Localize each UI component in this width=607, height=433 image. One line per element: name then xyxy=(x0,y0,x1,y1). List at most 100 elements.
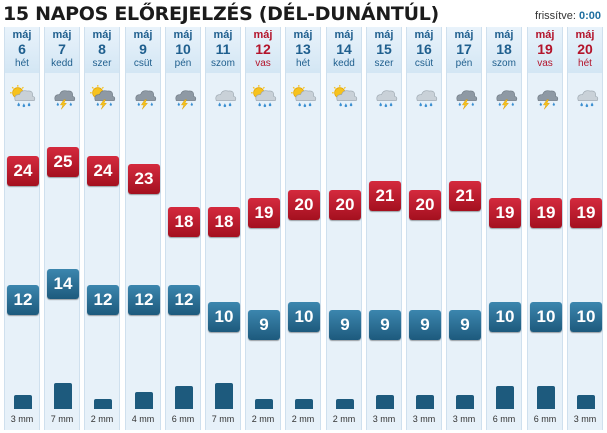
day-day-label: 6 xyxy=(18,41,26,57)
min-temp-badge: 10 xyxy=(570,302,602,332)
day-day-label: 10 xyxy=(175,41,191,57)
rain-amount-label: 3 mm xyxy=(372,414,396,424)
rain-amount-label: 3 mm xyxy=(10,414,34,424)
min-temp-badge: 12 xyxy=(87,285,119,315)
day-column[interactable]: máj 6 hét 24 12 3 mm xyxy=(4,27,40,430)
day-column[interactable]: máj 13 hét 20 10 2 mm xyxy=(285,27,321,430)
sun-cloud-rain-icon xyxy=(8,85,38,111)
max-temp-badge: 19 xyxy=(248,198,280,228)
thunderstorm-icon xyxy=(531,85,561,111)
rain-bar xyxy=(94,399,112,409)
min-temp-badge: 10 xyxy=(288,302,320,332)
max-temp-badge: 18 xyxy=(168,207,200,237)
day-column[interactable]: máj 18 szom 19 10 6 mm xyxy=(486,27,522,430)
day-day-label: 18 xyxy=(496,41,512,57)
page-title: 15 NAPOS ELŐREJELZÉS (DÉL-DUNÁNTÚL) xyxy=(3,3,439,25)
max-temp-badge: 21 xyxy=(369,181,401,211)
min-temp-badge: 9 xyxy=(329,310,361,340)
day-month-label: máj xyxy=(575,29,595,41)
day-column[interactable]: máj 12 vas 19 9 2 mm xyxy=(245,27,281,430)
sun-cloud-rain-icon xyxy=(249,85,279,111)
day-column[interactable]: máj 15 szer 21 9 3 mm xyxy=(366,27,402,430)
thunderstorm-icon xyxy=(129,85,159,111)
rain-bar xyxy=(376,395,394,409)
day-column[interactable]: máj 16 csüt 20 9 3 mm xyxy=(406,27,442,430)
day-month-label: máj xyxy=(494,29,514,41)
rain-bar xyxy=(537,386,555,409)
day-weekday-label: szom xyxy=(492,58,516,69)
day-weekday-label: kedd xyxy=(333,58,355,69)
day-month-label: máj xyxy=(213,29,233,41)
day-column[interactable]: máj 19 vas 19 10 6 mm xyxy=(527,27,563,430)
day-day-label: 15 xyxy=(376,41,392,57)
day-header: máj 19 vas xyxy=(528,27,562,73)
forecast-grid: máj 6 hét 24 12 3 mm máj 7 kedd 25 14 7 mm máj 8 szer 2… xyxy=(4,27,604,430)
day-weekday-label: hét xyxy=(296,58,310,69)
rain-bar xyxy=(14,395,32,409)
day-weekday-label: szer xyxy=(374,58,394,69)
cloud-rain-icon xyxy=(410,85,440,111)
day-column[interactable]: máj 10 pén 18 12 6 mm xyxy=(165,27,201,430)
day-weekday-label: szer xyxy=(92,58,112,69)
day-column[interactable]: máj 20 hét 19 10 3 mm xyxy=(567,27,603,430)
day-header: máj 10 pén xyxy=(166,27,200,73)
day-header: máj 8 szer xyxy=(85,27,119,73)
rain-amount-label: 2 mm xyxy=(332,414,356,424)
day-column[interactable]: máj 17 pén 21 9 3 mm xyxy=(446,27,482,430)
rain-amount-label: 6 mm xyxy=(533,414,557,424)
day-month-label: máj xyxy=(454,29,474,41)
sun-cloud-rain-icon xyxy=(330,85,360,111)
day-column[interactable]: máj 14 kedd 20 9 2 mm xyxy=(326,27,362,430)
day-month-label: máj xyxy=(92,29,112,41)
rain-bar xyxy=(135,392,153,409)
day-column[interactable]: máj 8 szer 24 12 2 mm xyxy=(84,27,120,430)
day-header: máj 12 vas xyxy=(246,27,280,73)
day-header: máj 18 szom xyxy=(487,27,521,73)
day-column[interactable]: máj 9 csüt 23 12 4 mm xyxy=(125,27,161,430)
day-header: máj 16 csüt xyxy=(407,27,441,73)
day-day-label: 13 xyxy=(295,41,311,57)
day-header: máj 14 kedd xyxy=(327,27,361,73)
day-day-label: 9 xyxy=(139,41,147,57)
cloud-rain-icon xyxy=(571,85,601,111)
rain-bar xyxy=(54,383,72,409)
max-temp-badge: 20 xyxy=(409,190,441,220)
day-day-label: 19 xyxy=(537,41,553,57)
day-column[interactable]: máj 11 szom 18 10 7 mm xyxy=(205,27,241,430)
day-header: máj 11 szom xyxy=(206,27,240,73)
sun-thunderstorm-icon xyxy=(88,85,118,111)
day-day-label: 14 xyxy=(336,41,352,57)
min-temp-badge: 10 xyxy=(208,302,240,332)
day-month-label: máj xyxy=(293,29,313,41)
rain-bar xyxy=(496,386,514,409)
rain-amount-label: 2 mm xyxy=(291,414,315,424)
day-header: máj 13 hét xyxy=(286,27,320,73)
day-header: máj 15 szer xyxy=(367,27,401,73)
day-day-label: 16 xyxy=(416,41,432,57)
rain-bar xyxy=(215,383,233,409)
rain-amount-label: 3 mm xyxy=(452,414,476,424)
max-temp-badge: 18 xyxy=(208,207,240,237)
min-temp-badge: 9 xyxy=(409,310,441,340)
cloud-rain-icon xyxy=(370,85,400,111)
thunderstorm-icon xyxy=(490,85,520,111)
day-day-label: 8 xyxy=(98,41,106,57)
day-month-label: máj xyxy=(535,29,555,41)
day-month-label: máj xyxy=(334,29,354,41)
day-day-label: 12 xyxy=(255,41,271,57)
rain-amount-label: 3 mm xyxy=(573,414,597,424)
min-temp-badge: 9 xyxy=(248,310,280,340)
day-day-label: 7 xyxy=(58,41,66,57)
day-column[interactable]: máj 7 kedd 25 14 7 mm xyxy=(44,27,80,430)
min-temp-badge: 12 xyxy=(168,285,200,315)
rain-amount-label: 7 mm xyxy=(50,414,74,424)
day-weekday-label: pén xyxy=(455,58,473,69)
max-temp-badge: 24 xyxy=(87,156,119,186)
cloud-rain-icon xyxy=(209,85,239,111)
rain-amount-label: 6 mm xyxy=(171,414,195,424)
min-temp-badge: 14 xyxy=(47,269,79,299)
day-day-label: 11 xyxy=(215,41,231,57)
day-header: máj 6 hét xyxy=(5,27,39,73)
refresh-info: frissítve: 0:00 xyxy=(535,10,601,22)
day-header: máj 9 csüt xyxy=(126,27,160,73)
